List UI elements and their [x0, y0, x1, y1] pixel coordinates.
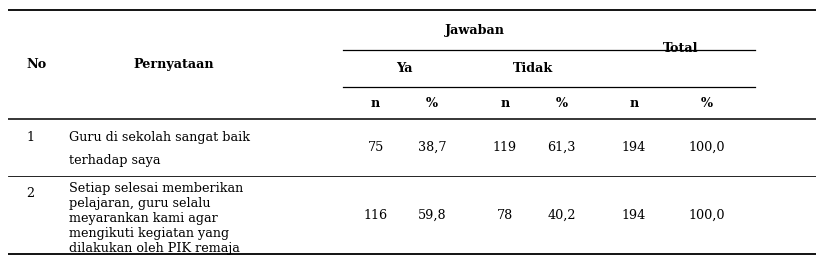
Text: %: % [700, 97, 713, 110]
Text: 100,0: 100,0 [689, 141, 725, 154]
Text: Total: Total [662, 42, 698, 55]
Text: n: n [500, 97, 509, 110]
Text: 40,2: 40,2 [547, 209, 576, 222]
Text: 75: 75 [368, 141, 384, 154]
Text: 194: 194 [622, 141, 646, 154]
Text: n: n [630, 97, 639, 110]
Text: 119: 119 [493, 141, 517, 154]
Text: Setiap selesai memberikan: Setiap selesai memberikan [68, 182, 243, 195]
Text: 78: 78 [497, 209, 513, 222]
Text: n: n [371, 97, 381, 110]
Text: 100,0: 100,0 [689, 209, 725, 222]
Text: 116: 116 [363, 209, 388, 222]
Text: 194: 194 [622, 209, 646, 222]
Text: Ya: Ya [396, 62, 412, 75]
Text: No: No [26, 58, 46, 71]
Text: mengikuti kegiatan yang: mengikuti kegiatan yang [68, 227, 229, 240]
Text: pelajaran, guru selalu: pelajaran, guru selalu [68, 197, 210, 210]
Text: 1: 1 [26, 131, 34, 144]
Text: Jawaban: Jawaban [445, 24, 504, 37]
Text: Pernyataan: Pernyataan [133, 58, 214, 71]
Text: %: % [555, 97, 568, 110]
Text: 59,8: 59,8 [418, 209, 447, 222]
Text: %: % [426, 97, 438, 110]
Text: Guru di sekolah sangat baik: Guru di sekolah sangat baik [68, 131, 250, 144]
Text: terhadap saya: terhadap saya [68, 154, 161, 167]
Text: Tidak: Tidak [513, 62, 553, 75]
Text: meyarankan kami agar: meyarankan kami agar [68, 212, 218, 225]
Text: 2: 2 [26, 187, 34, 200]
Text: dilakukan oleh PIK remaja: dilakukan oleh PIK remaja [68, 242, 240, 255]
Text: 38,7: 38,7 [418, 141, 447, 154]
Text: 61,3: 61,3 [547, 141, 576, 154]
